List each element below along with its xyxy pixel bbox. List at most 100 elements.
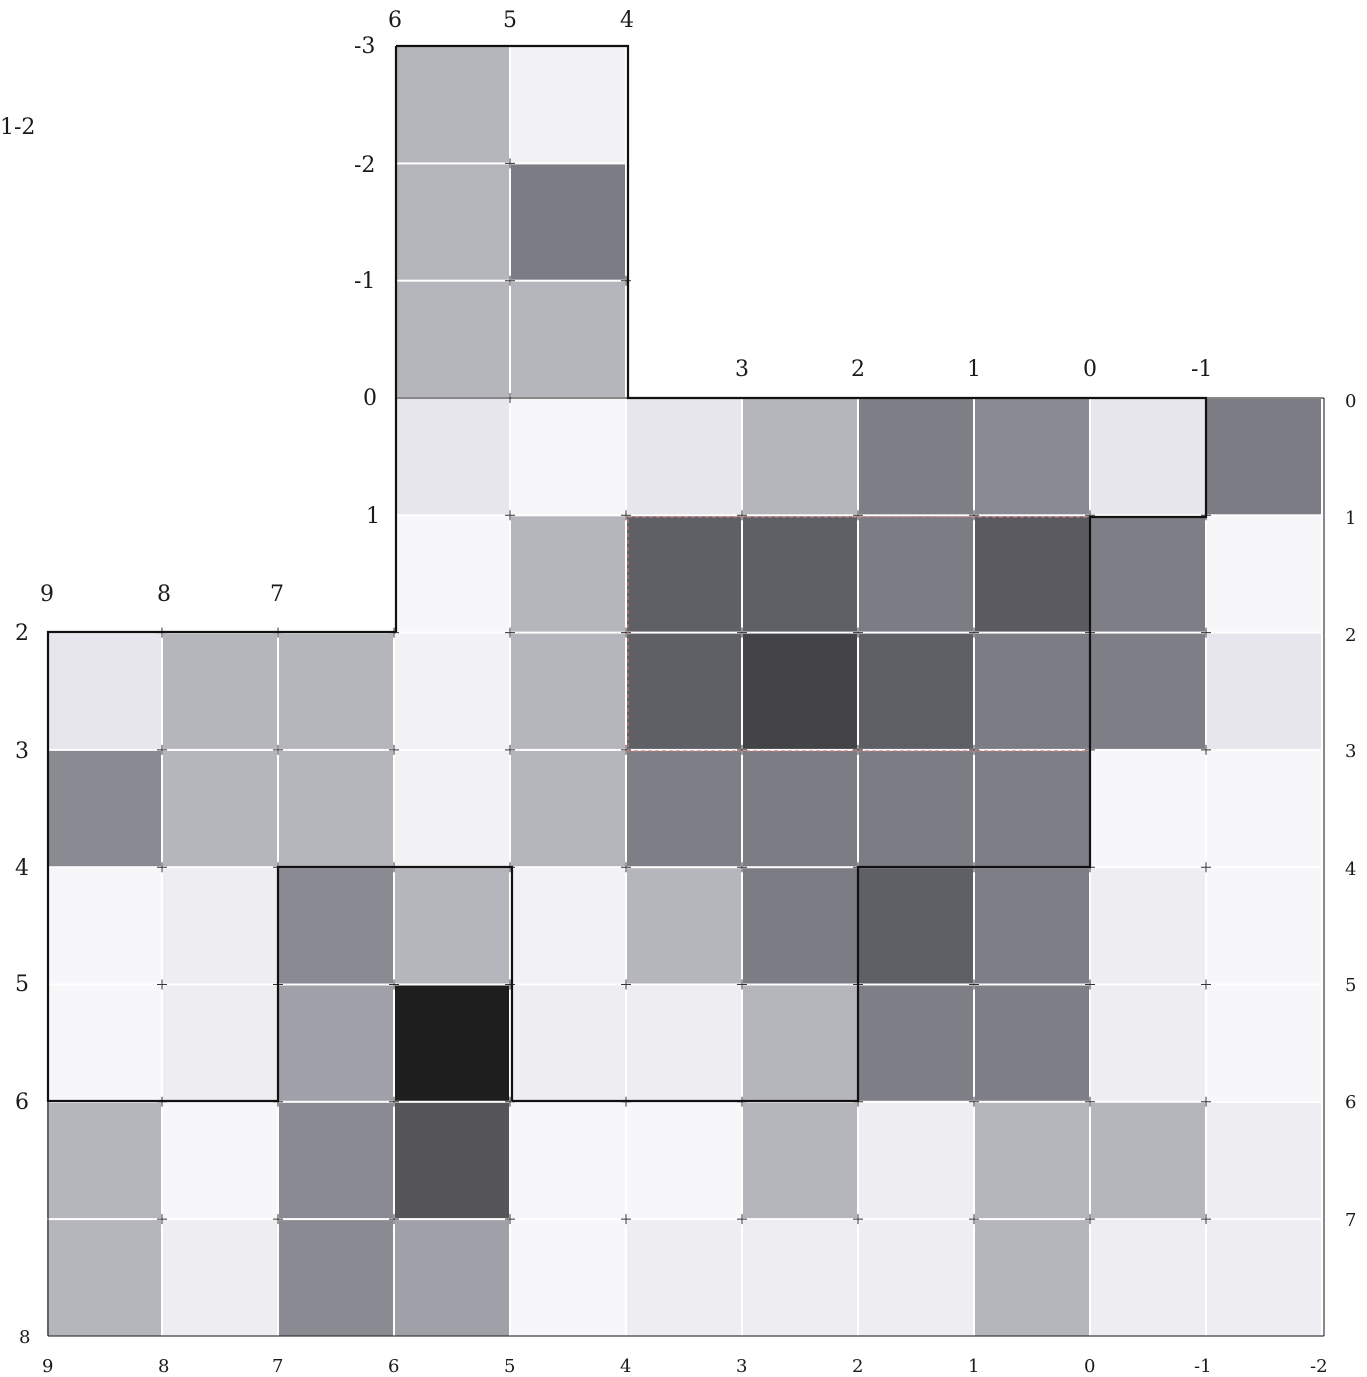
grid-tick bbox=[969, 510, 979, 521]
grid-cell bbox=[47, 1220, 161, 1336]
grid-cell bbox=[859, 868, 973, 984]
grid-tick bbox=[621, 627, 631, 638]
grid-tick bbox=[389, 979, 399, 990]
grid-cell bbox=[1207, 1102, 1321, 1219]
grid-cell bbox=[1091, 985, 1205, 1101]
grid-tick bbox=[505, 627, 515, 638]
left-top-label: 9 bbox=[40, 582, 54, 607]
grid-cell bbox=[163, 633, 277, 749]
grid-tick bbox=[1201, 1096, 1211, 1107]
bottom-label: 2 bbox=[852, 1356, 863, 1377]
grid-cell bbox=[743, 399, 857, 515]
grid-tick bbox=[389, 1214, 399, 1225]
grid-cell bbox=[975, 868, 1089, 984]
ticks-layer bbox=[157, 158, 1211, 1225]
upper-left-label: -3 bbox=[354, 34, 375, 59]
grid-cell bbox=[627, 633, 741, 749]
grid-cell bbox=[279, 633, 393, 749]
upper-top-label: 4 bbox=[620, 8, 634, 33]
bottom-label: 5 bbox=[504, 1356, 515, 1377]
grid-tick bbox=[389, 1096, 399, 1107]
grid-cell bbox=[47, 750, 161, 867]
grid-cell bbox=[859, 1220, 973, 1336]
grid-cell bbox=[511, 164, 625, 280]
grid-tick bbox=[621, 744, 631, 755]
grid-cell bbox=[859, 516, 973, 632]
grid-cell bbox=[1091, 399, 1205, 515]
upper-left-label: -2 bbox=[354, 153, 375, 178]
grid-cell bbox=[743, 985, 857, 1101]
grid-tick bbox=[157, 744, 167, 755]
bottom-label: 3 bbox=[736, 1356, 747, 1377]
grid-cell bbox=[743, 516, 857, 632]
grid-tick bbox=[1201, 744, 1211, 755]
grid-tick bbox=[969, 979, 979, 990]
grid-tick bbox=[737, 1214, 747, 1225]
figure-label: 1-2 bbox=[0, 115, 35, 140]
grid-cell bbox=[975, 1102, 1089, 1219]
grid-cell bbox=[511, 985, 625, 1101]
grid-cell bbox=[1207, 516, 1321, 632]
grid-tick bbox=[505, 158, 515, 169]
grid-tick bbox=[853, 744, 863, 755]
upper-top-label: 5 bbox=[503, 8, 517, 33]
grid-tick bbox=[621, 510, 631, 521]
grid-tick bbox=[1085, 1214, 1095, 1225]
grid-tick bbox=[1085, 979, 1095, 990]
grid-tick bbox=[737, 510, 747, 521]
grid-cell bbox=[1207, 399, 1321, 515]
grid-tick bbox=[969, 627, 979, 638]
grid-cell bbox=[163, 868, 277, 984]
grid-tick bbox=[273, 744, 283, 755]
grid-cell bbox=[163, 750, 277, 867]
grid-cell bbox=[627, 985, 741, 1101]
grid-tick bbox=[621, 979, 631, 990]
grid-cell bbox=[975, 750, 1089, 867]
grid-cell bbox=[511, 516, 625, 632]
grid-cell bbox=[1091, 868, 1205, 984]
grid-cell bbox=[163, 985, 277, 1101]
grid-cell bbox=[743, 1220, 857, 1336]
mid-top-label: 1 bbox=[967, 357, 981, 382]
grid-tick bbox=[621, 275, 631, 286]
grid-cell bbox=[627, 516, 741, 632]
right-side-label: 7 bbox=[1345, 1210, 1356, 1231]
left-top-label: 8 bbox=[157, 582, 171, 607]
mid-top-label: -1 bbox=[1191, 357, 1212, 382]
cells-layer bbox=[47, 47, 1321, 1336]
grid-tick bbox=[157, 862, 167, 873]
grid-tick bbox=[853, 627, 863, 638]
grid-cell bbox=[627, 1220, 741, 1336]
grid-cell bbox=[975, 399, 1089, 515]
grid-cell bbox=[859, 399, 973, 515]
left-side-label: 4 bbox=[15, 856, 29, 881]
grid-cell bbox=[859, 750, 973, 867]
mid-top-label: 0 bbox=[1083, 357, 1097, 382]
bottom-label: -2 bbox=[1310, 1356, 1328, 1377]
grid-tick bbox=[969, 1214, 979, 1225]
grid-tick bbox=[1201, 1214, 1211, 1225]
grid-tick bbox=[157, 979, 167, 990]
grid-tick bbox=[737, 979, 747, 990]
bottom-label: 7 bbox=[272, 1356, 283, 1377]
grid-cell bbox=[163, 1220, 277, 1336]
grid-tick bbox=[737, 744, 747, 755]
left-side-label: 2 bbox=[15, 621, 29, 646]
right-side-label: 4 bbox=[1345, 859, 1356, 880]
grid-cell bbox=[859, 1102, 973, 1219]
grid-cell bbox=[47, 633, 161, 749]
grid-cell bbox=[511, 1102, 625, 1219]
left-side-label: 5 bbox=[15, 972, 29, 997]
grid-cell bbox=[511, 633, 625, 749]
grid-cell bbox=[395, 633, 509, 749]
mid-left-label: 1 bbox=[366, 504, 380, 529]
grid-tick bbox=[853, 510, 863, 521]
bottom-label: 4 bbox=[620, 1356, 631, 1377]
grid-cell bbox=[279, 750, 393, 867]
mid-top-label: 3 bbox=[735, 357, 749, 382]
grid-tick bbox=[157, 1214, 167, 1225]
grid-cell bbox=[1091, 1102, 1205, 1219]
grid-cell bbox=[1091, 1220, 1205, 1336]
grid-cell bbox=[1207, 868, 1321, 984]
right-side-label: 6 bbox=[1345, 1092, 1356, 1113]
